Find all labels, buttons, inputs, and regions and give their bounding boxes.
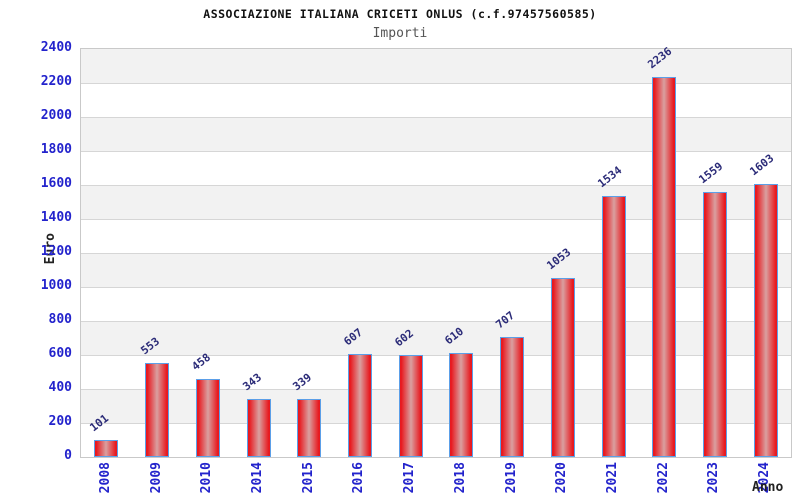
- x-tick-label: 2016: [351, 462, 367, 494]
- y-tick-label: 400: [48, 380, 72, 395]
- plot-band: [81, 423, 791, 457]
- x-tick-label: 2022: [655, 462, 671, 494]
- x-tick-label: 2018: [452, 462, 468, 494]
- bar: [195, 379, 220, 457]
- plot-band: [81, 151, 791, 185]
- x-tick-label: 2015: [300, 462, 316, 494]
- plot-band: [81, 321, 791, 355]
- x-tick-label: 2010: [199, 462, 215, 494]
- plot-band: [81, 219, 791, 253]
- x-tick-label: 2009: [148, 462, 164, 494]
- y-tick-label: 2200: [40, 74, 72, 89]
- bar: [246, 398, 271, 457]
- x-tick-label: 2017: [402, 462, 418, 494]
- bar: [449, 353, 474, 457]
- y-tick-label: 800: [48, 312, 72, 327]
- plot-area: 101 553 458 343 339 607 602 610 707 1053 1534 2236 1…: [80, 45, 792, 458]
- plot-band: [81, 83, 791, 117]
- y-tick-label: 0: [64, 448, 72, 463]
- bar: [297, 399, 322, 457]
- x-tick-label: 2014: [250, 462, 265, 494]
- bar: [652, 76, 677, 457]
- plot-band: [81, 253, 791, 287]
- y-tick-label: 1000: [40, 278, 72, 293]
- bar: [398, 354, 423, 457]
- y-tick-label: 200: [48, 414, 72, 429]
- bar: [601, 196, 626, 457]
- plot-band: [81, 49, 791, 83]
- bar: [94, 439, 119, 457]
- plot-band: [81, 287, 791, 321]
- bar: [702, 191, 727, 457]
- y-tick-label: 1200: [40, 244, 72, 259]
- chart-subtitle: Importi: [372, 26, 428, 41]
- y-tick-label: 1600: [40, 176, 72, 191]
- plot-band: [81, 185, 791, 219]
- y-tick-label: 1800: [40, 142, 72, 157]
- plot-band: [81, 117, 791, 151]
- bar: [347, 353, 372, 457]
- bar: [500, 336, 525, 457]
- plot-band: [81, 389, 791, 423]
- x-axis-label: Anno: [752, 480, 784, 495]
- bar: [550, 277, 575, 457]
- y-tick-label: 2000: [40, 108, 72, 123]
- y-tick-label: 600: [48, 346, 72, 361]
- chart-title: ASSOCIAZIONE ITALIANA CRICETI ONLUS (c.f…: [203, 7, 597, 21]
- x-tick-label: 2021: [605, 462, 620, 494]
- x-tick-label: 2008: [97, 462, 113, 494]
- y-tick-label: 1400: [40, 210, 72, 225]
- bar: [753, 184, 778, 457]
- plot-band: [81, 355, 791, 389]
- bar: [145, 362, 170, 457]
- y-tick-label: 2400: [40, 40, 72, 55]
- x-tick-label: 2019: [503, 462, 519, 494]
- x-tick-label: 2023: [706, 462, 722, 494]
- x-tick-label: 2020: [554, 462, 570, 494]
